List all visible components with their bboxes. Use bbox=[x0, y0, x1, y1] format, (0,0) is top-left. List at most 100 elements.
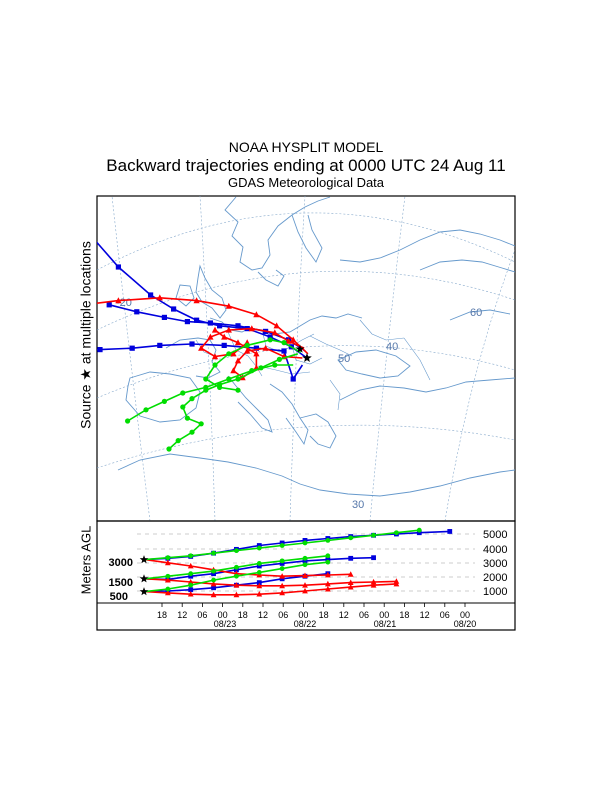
time-tick-label: 18 bbox=[157, 610, 167, 620]
time-tick-label: 06 bbox=[359, 610, 369, 620]
trajectory-point bbox=[24, 131, 29, 136]
trajectory-point bbox=[225, 326, 232, 333]
trajectory-point bbox=[325, 559, 331, 565]
height-line bbox=[144, 578, 397, 587]
trajectory-point bbox=[279, 540, 285, 546]
trajectory-point bbox=[234, 357, 242, 364]
trajectory-point bbox=[207, 320, 213, 326]
trajectory-point bbox=[253, 350, 260, 357]
trajectory-point bbox=[234, 564, 239, 570]
time-tick-label: 12 bbox=[258, 610, 268, 620]
trajectory-point bbox=[347, 579, 354, 586]
map-content: -20 60 40 50 30 bbox=[0, 40, 515, 521]
height-tick-label: 2000 bbox=[483, 572, 507, 584]
trajectory-point bbox=[234, 567, 239, 573]
trajectory-point bbox=[207, 333, 214, 340]
trajectory-point bbox=[226, 376, 232, 382]
trajectory-series bbox=[69, 294, 309, 355]
trajectory-point bbox=[290, 376, 296, 382]
time-tick-label: 18 bbox=[319, 610, 329, 620]
height-frame bbox=[96, 520, 516, 631]
trajectory-point bbox=[1, 82, 6, 87]
trajectory-point bbox=[416, 530, 422, 536]
trajectory-point bbox=[371, 555, 376, 561]
trajectory-point bbox=[253, 345, 259, 351]
trajectory-point bbox=[165, 555, 171, 561]
trajectory-point bbox=[370, 582, 377, 588]
trajectory-point bbox=[324, 580, 331, 587]
trajectory-point bbox=[164, 576, 171, 583]
trajectory-point bbox=[302, 582, 308, 588]
trajectory-point bbox=[230, 367, 237, 374]
trajectory-point bbox=[217, 323, 223, 329]
trajectory-point bbox=[157, 342, 163, 348]
graticule-label: 50 bbox=[338, 353, 350, 365]
graticule-label: 30 bbox=[352, 499, 364, 511]
trajectory-point bbox=[188, 571, 194, 577]
trajectory-point bbox=[253, 311, 260, 318]
trajectory-point bbox=[187, 562, 194, 569]
trajectory-point bbox=[271, 329, 278, 336]
trajectory-point bbox=[267, 337, 273, 343]
trajectory-point bbox=[276, 356, 282, 362]
trajectory-point bbox=[203, 384, 209, 390]
trajectory-point bbox=[180, 404, 186, 410]
height-profiles bbox=[139, 527, 453, 598]
height-panel: 5000 4000 3000 2000 1000 3000 1500 500 1… bbox=[96, 520, 516, 631]
trajectory-point bbox=[244, 347, 251, 354]
trajectory-point bbox=[188, 582, 194, 588]
trajectory-point bbox=[97, 347, 103, 353]
graticule-labels: -20 60 40 50 30 bbox=[116, 297, 482, 511]
trajectory-point bbox=[256, 543, 262, 548]
trajectory-point bbox=[164, 589, 171, 596]
time-tick-label: 00 bbox=[379, 610, 389, 620]
start-star bbox=[139, 587, 149, 596]
trajectory-point bbox=[324, 585, 331, 592]
trajectory-point bbox=[189, 396, 195, 402]
start-height-labels: 3000 1500 500 bbox=[109, 557, 133, 603]
trajectory-point bbox=[256, 561, 262, 566]
trajectory-point bbox=[235, 387, 241, 393]
trajectory-point bbox=[256, 591, 263, 597]
trajectory-point bbox=[272, 362, 278, 368]
trajectory-point bbox=[234, 573, 239, 579]
trajectory-point bbox=[302, 538, 308, 543]
trajectory-point bbox=[0, 40, 1, 45]
trajectory-point bbox=[79, 222, 84, 227]
height-series bbox=[144, 553, 331, 580]
trajectory-point bbox=[184, 415, 190, 421]
time-tick-label: 18 bbox=[238, 610, 248, 620]
trajectory-point bbox=[70, 348, 75, 353]
trajectory-point bbox=[235, 323, 241, 329]
trajectory-point bbox=[279, 582, 286, 589]
trajectory-point bbox=[188, 587, 194, 593]
trajectory-point bbox=[211, 571, 216, 577]
trajectory-point bbox=[210, 591, 217, 598]
trajectory-point bbox=[273, 322, 280, 329]
trajectory-point bbox=[217, 384, 223, 390]
trajectory-point bbox=[302, 540, 308, 546]
trajectory-point bbox=[69, 303, 75, 309]
trajectory-title: Backward trajectories ending at 0000 UTC… bbox=[106, 156, 506, 175]
trajectory-point bbox=[256, 580, 262, 586]
height-tick-label: 3000 bbox=[483, 558, 507, 570]
trajectory-point bbox=[302, 562, 308, 568]
trajectory-point bbox=[225, 302, 232, 309]
trajectory-point bbox=[211, 353, 219, 360]
trajectory-point bbox=[256, 582, 263, 589]
trajectory-point bbox=[164, 559, 171, 566]
trajectory-point bbox=[226, 351, 232, 357]
trajectory-point bbox=[198, 421, 204, 427]
trajectory-point bbox=[194, 317, 200, 323]
source-star bbox=[302, 353, 312, 362]
trajectory-point bbox=[233, 591, 240, 598]
trajectory-point bbox=[347, 571, 354, 577]
trajectory-point bbox=[267, 334, 273, 340]
time-tick-label: 00 bbox=[218, 610, 228, 620]
trajectory-point bbox=[230, 350, 237, 357]
time-tick-label: 06 bbox=[197, 610, 207, 620]
start-height-label: 3000 bbox=[109, 557, 133, 569]
trajectory-point bbox=[125, 418, 131, 424]
start-height-label: 1500 bbox=[109, 577, 133, 589]
